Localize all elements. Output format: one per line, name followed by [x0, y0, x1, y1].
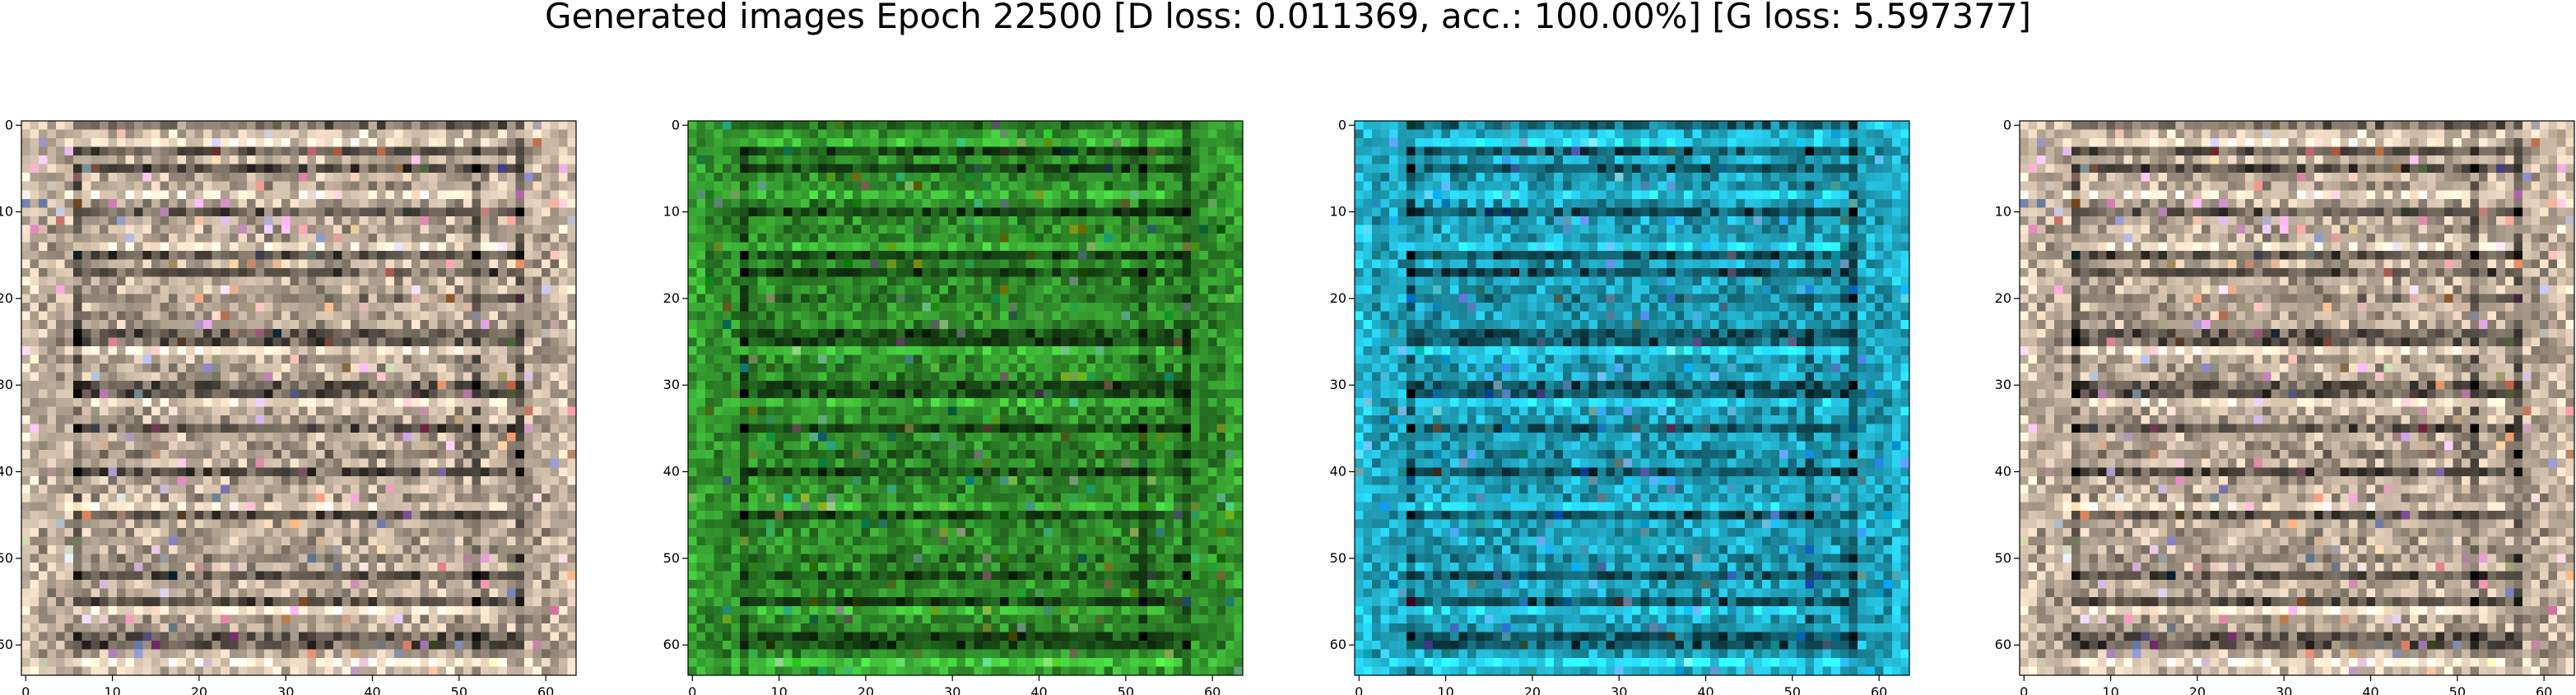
generated-image-panel-1: 0 10 20 30 40 50 60 0 10 20 30 40 50 60: [0, 117, 577, 695]
y-tick-label: 0: [2003, 117, 2011, 132]
y-tick-label: 30: [663, 377, 680, 392]
x-tick-label: 10: [104, 684, 120, 695]
y-tick-label: 20: [1330, 290, 1346, 306]
x-tick-label: 30: [944, 684, 960, 695]
x-tick-label: 10: [2102, 684, 2118, 695]
axes-frame: [2019, 120, 2575, 676]
x-tick-label: 50: [1784, 684, 1801, 695]
x-tick-label: 40: [1030, 684, 1047, 695]
x-tick-label: 0: [688, 684, 696, 695]
x-tick-label: 30: [1611, 684, 1627, 695]
y-tick-label: 20: [0, 290, 13, 306]
x-tick-label: 60: [2536, 684, 2552, 695]
y-tick-label: 60: [1330, 637, 1346, 652]
x-tick-label: 0: [1355, 684, 1363, 695]
y-tick-label: 50: [1330, 550, 1346, 566]
y-tick-label: 20: [663, 290, 680, 306]
axes-frame: [21, 120, 577, 676]
x-tick-label: 40: [364, 684, 380, 695]
y-tick-label: 30: [1330, 377, 1346, 392]
y-tick-label: 40: [1995, 464, 2011, 480]
x-tick-label: 20: [858, 684, 874, 695]
generated-image: [2020, 121, 2574, 675]
x-tick-label: 20: [191, 684, 207, 695]
x-tick-label: 10: [1437, 684, 1453, 695]
x-tick-label: 30: [277, 684, 294, 695]
figure-suptitle: Generated images Epoch 22500 [D loss: 0.…: [544, 0, 2032, 36]
y-tick-label: 0: [1338, 117, 1346, 132]
y-tick-label: 20: [1995, 290, 2011, 306]
y-tick-label: 10: [0, 204, 13, 220]
x-tick-label: 50: [451, 684, 467, 695]
y-tick-label: 50: [0, 550, 13, 566]
axes-frame: [687, 120, 1244, 676]
y-tick-label: 60: [663, 637, 680, 652]
axes-frame: [1354, 120, 1910, 676]
generated-image-panel-3: 0 10 20 30 40 50 60 0 10 20 30 40 50 60: [1330, 117, 1910, 695]
generated-image: [688, 121, 1243, 675]
x-tick-label: 60: [537, 684, 554, 695]
x-tick-label: 50: [2449, 684, 2466, 695]
generated-image: [21, 121, 576, 675]
y-tick-label: 40: [1330, 464, 1346, 480]
y-tick-label: 50: [1995, 550, 2011, 566]
y-tick-label: 30: [1995, 377, 2011, 392]
x-tick-label: 40: [2362, 684, 2378, 695]
x-tick-label: 50: [1118, 684, 1134, 695]
y-tick-label: 10: [1995, 204, 2011, 220]
y-tick-label: 10: [663, 204, 680, 220]
y-tick-label: 50: [663, 550, 680, 566]
x-tick-label: 60: [1204, 684, 1221, 695]
x-tick-label: 60: [1871, 684, 1887, 695]
x-tick-label: 0: [2020, 684, 2028, 695]
y-tick-label: 0: [672, 117, 680, 132]
generated-image-panel-2: 0 10 20 30 40 50 60 0 10 20 30 40 50 60: [663, 117, 1244, 695]
x-tick-label: 30: [2276, 684, 2292, 695]
y-tick-label: 30: [0, 377, 13, 392]
x-tick-label: 10: [770, 684, 787, 695]
y-tick-label: 0: [5, 117, 13, 132]
generated-image-panel-4: 0 10 20 30 40 50 60 0 10 20 30 40 50 60: [1995, 117, 2575, 695]
x-tick-label: 0: [21, 684, 30, 695]
y-tick-label: 10: [1330, 204, 1346, 220]
y-tick-label: 40: [0, 464, 13, 480]
generated-image: [1355, 121, 1909, 675]
y-tick-label: 60: [1995, 637, 2011, 652]
y-tick-label: 60: [0, 637, 13, 652]
x-tick-label: 40: [1697, 684, 1713, 695]
y-tick-label: 40: [663, 464, 680, 480]
x-tick-label: 20: [1524, 684, 1541, 695]
x-tick-label: 20: [2189, 684, 2206, 695]
